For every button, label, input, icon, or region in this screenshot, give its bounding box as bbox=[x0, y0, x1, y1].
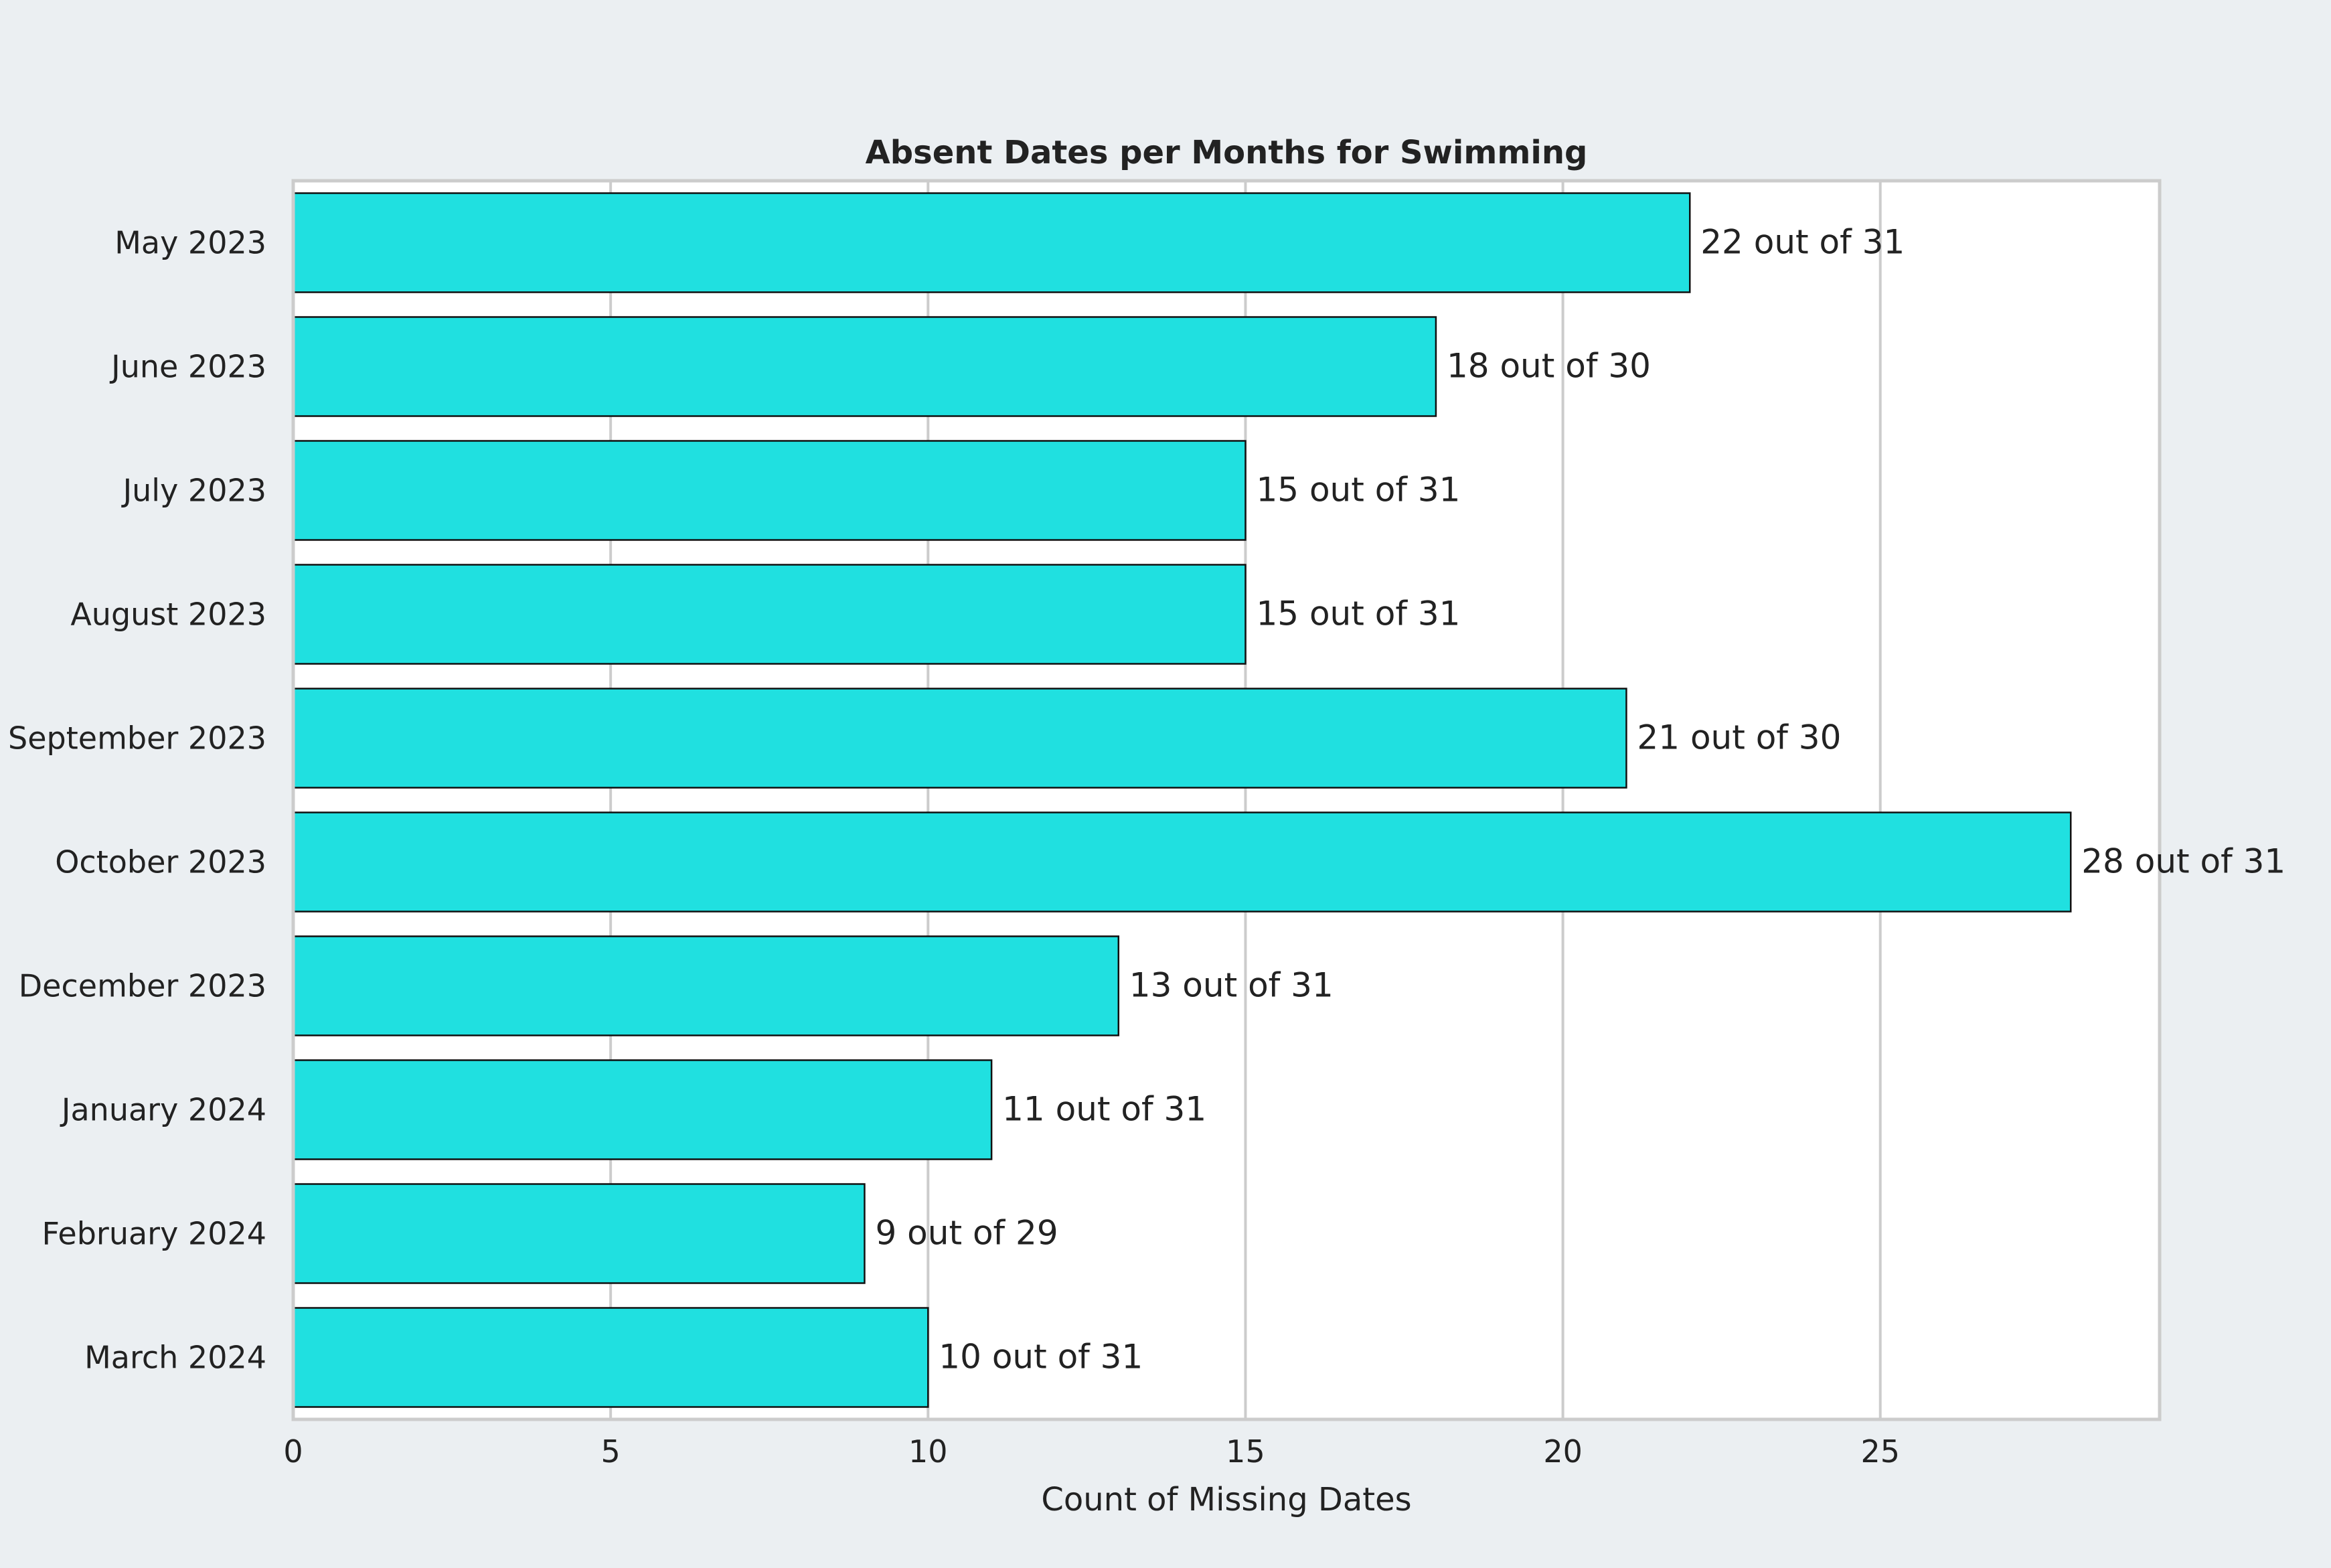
y-tick-label: June 2023 bbox=[109, 349, 266, 385]
x-axis-label: Count of Missing Dates bbox=[1041, 1481, 1411, 1518]
y-tick-labels: May 2023 June 2023 July 2023 August 2023 Sep… bbox=[8, 225, 266, 1376]
bar bbox=[292, 1183, 866, 1284]
bar bbox=[292, 564, 1247, 665]
bar-data-label: 15 out of 31 bbox=[1256, 595, 1460, 633]
bar-data-label: 11 out of 31 bbox=[1002, 1090, 1206, 1129]
bar-data-label: 22 out of 31 bbox=[1700, 223, 1905, 262]
y-tick-label: July 2023 bbox=[121, 473, 266, 509]
x-tick-label: 20 bbox=[1543, 1433, 1583, 1470]
bars bbox=[292, 192, 2072, 1408]
y-tick-label: February 2024 bbox=[42, 1216, 266, 1252]
bar bbox=[292, 316, 1437, 417]
bar bbox=[292, 935, 1120, 1036]
x-tick-labels: 0 5 10 15 20 25 bbox=[283, 1433, 1900, 1470]
x-tick-label: 15 bbox=[1226, 1433, 1265, 1470]
bar bbox=[292, 688, 1627, 789]
bar-data-label: 13 out of 31 bbox=[1129, 966, 1334, 1005]
y-tick-label: January 2024 bbox=[60, 1092, 266, 1128]
chart-title: Absent Dates per Months for Swimming bbox=[866, 134, 1588, 171]
bar-data-label: 21 out of 30 bbox=[1637, 718, 1841, 757]
bar-data-label: 28 out of 31 bbox=[2081, 842, 2285, 881]
y-tick-label: October 2023 bbox=[55, 844, 266, 880]
bar bbox=[292, 1307, 929, 1408]
bar bbox=[292, 811, 2072, 913]
bar-data-label: 15 out of 31 bbox=[1256, 471, 1460, 509]
y-tick-label: May 2023 bbox=[114, 225, 266, 261]
y-tick-label: March 2024 bbox=[84, 1340, 266, 1376]
y-tick-label: August 2023 bbox=[70, 597, 266, 633]
bar bbox=[292, 1059, 993, 1160]
y-tick-label: December 2023 bbox=[19, 968, 266, 1004]
data-labels: 22 out of 31 18 out of 30 15 out of 31 15 o… bbox=[875, 223, 2285, 1377]
bar-data-label: 18 out of 30 bbox=[1447, 347, 1651, 386]
plot-frame bbox=[291, 179, 2162, 1421]
x-tick-label: 25 bbox=[1860, 1433, 1900, 1470]
x-tick-label: 5 bbox=[601, 1433, 621, 1470]
bar-data-label: 9 out of 29 bbox=[875, 1214, 1058, 1253]
x-tick-label: 10 bbox=[908, 1433, 948, 1470]
bar-data-label: 10 out of 31 bbox=[939, 1338, 1143, 1377]
y-tick-label: September 2023 bbox=[8, 720, 266, 757]
bar bbox=[292, 192, 1691, 293]
bar bbox=[292, 440, 1247, 541]
x-tick-label: 0 bbox=[283, 1433, 303, 1470]
